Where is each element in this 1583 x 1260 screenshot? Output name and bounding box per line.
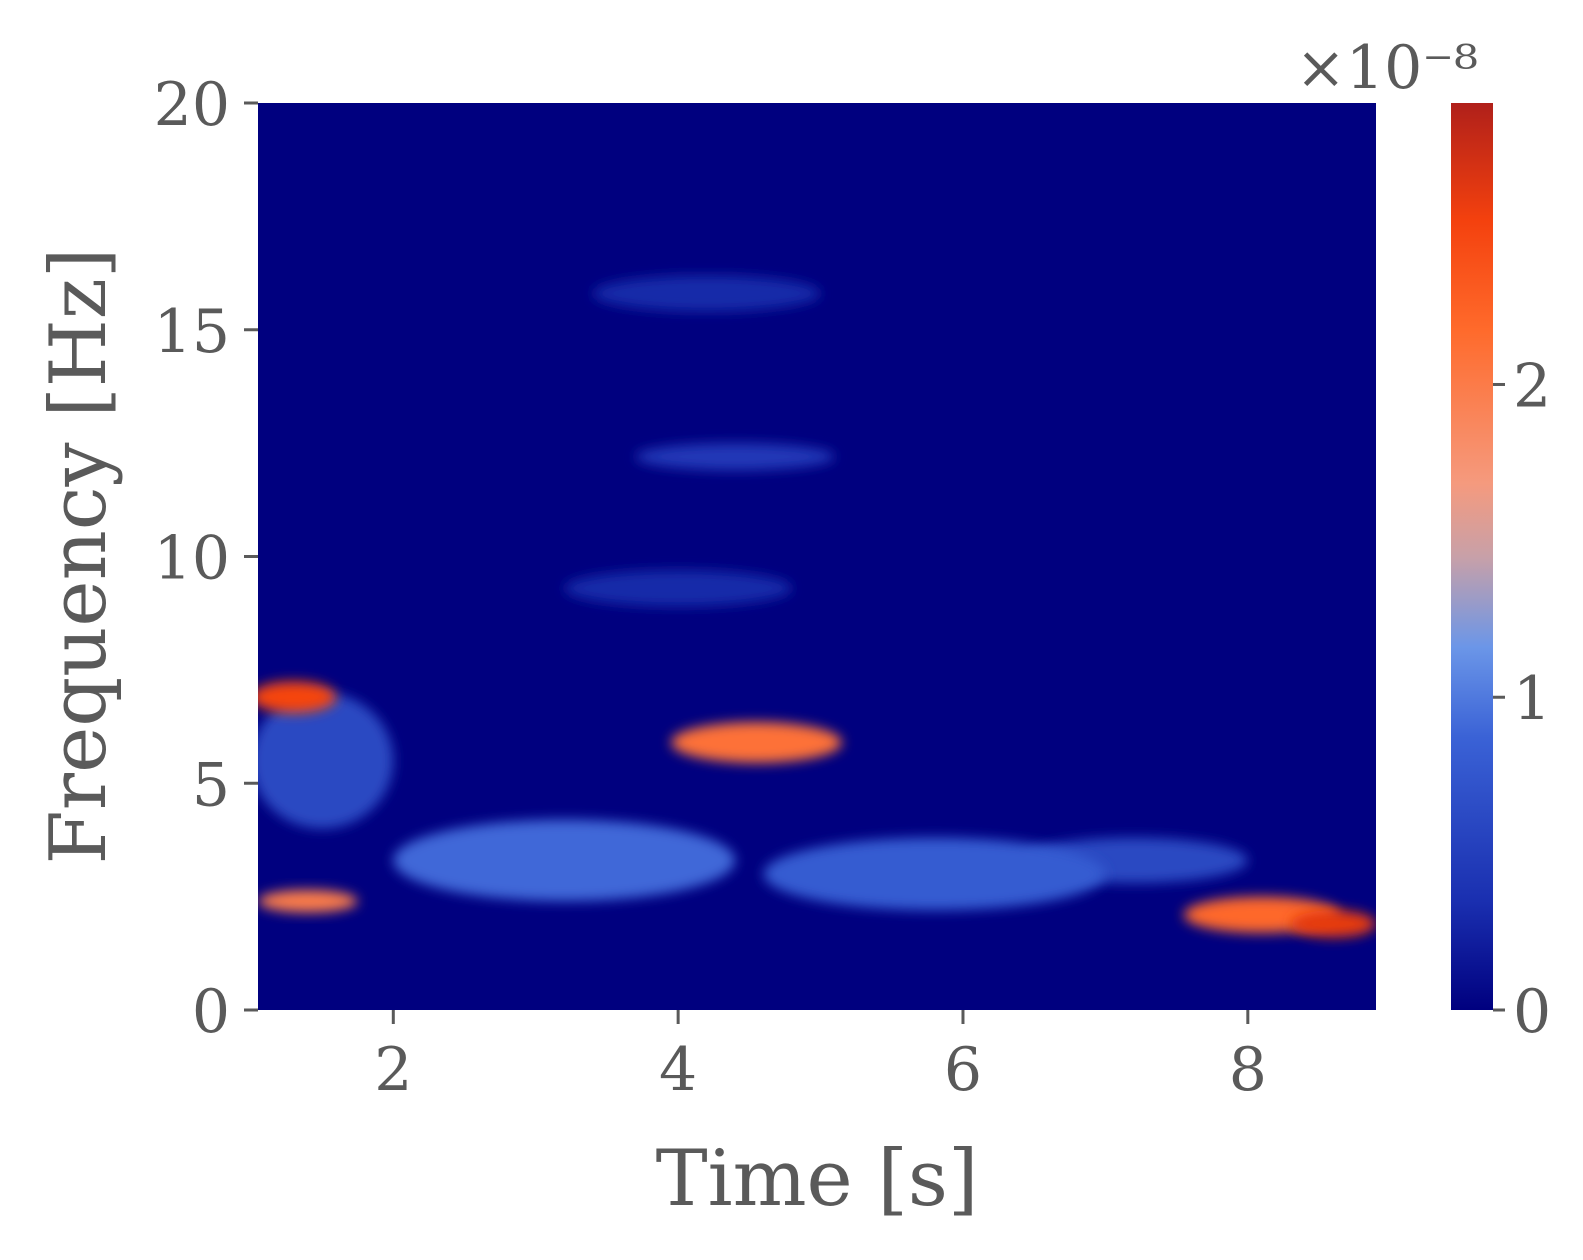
heatmap-hotspot <box>258 692 394 829</box>
colorbar-tick-label: 1 <box>1513 664 1551 734</box>
heatmap-hotspot <box>763 837 1106 911</box>
heatmap-cells <box>258 275 1376 938</box>
x-axis-label: Time [s] <box>656 1134 979 1224</box>
heatmap-hotspot <box>635 443 835 471</box>
y-axis-label: Frequency [Hz] <box>34 248 124 865</box>
colorbar-tick-label: 0 <box>1513 977 1551 1047</box>
heatmap-hotspot <box>592 275 821 312</box>
y-axis: 0 5 10 15 20 <box>154 70 258 1047</box>
y-tick-label: 0 <box>192 977 230 1047</box>
colorbar-scale-label: ×10⁻⁸ <box>1296 33 1478 103</box>
y-tick-label: 5 <box>192 750 230 820</box>
heatmap-hotspot <box>258 681 337 713</box>
x-tick-label: 4 <box>659 1035 697 1105</box>
y-tick-label: 20 <box>154 70 230 140</box>
x-tick-label: 2 <box>374 1035 412 1105</box>
heatmap-hotspot <box>393 819 736 902</box>
y-tick-label: 10 <box>154 524 230 594</box>
x-tick-label: 6 <box>944 1035 982 1105</box>
colorbar <box>1451 103 1493 1010</box>
heatmap-hotspot <box>671 722 842 763</box>
heatmap-hotspot <box>258 889 358 913</box>
heatmap-hotspot <box>564 570 793 607</box>
x-axis: 2 4 6 8 <box>374 1010 1267 1105</box>
colorbar-ticks: 0 1 2 <box>1493 351 1551 1047</box>
heatmap-hotspot <box>1290 910 1376 938</box>
y-tick-label: 15 <box>154 297 230 367</box>
x-tick-label: 8 <box>1229 1035 1267 1105</box>
colorbar-tick-label: 2 <box>1513 351 1551 421</box>
